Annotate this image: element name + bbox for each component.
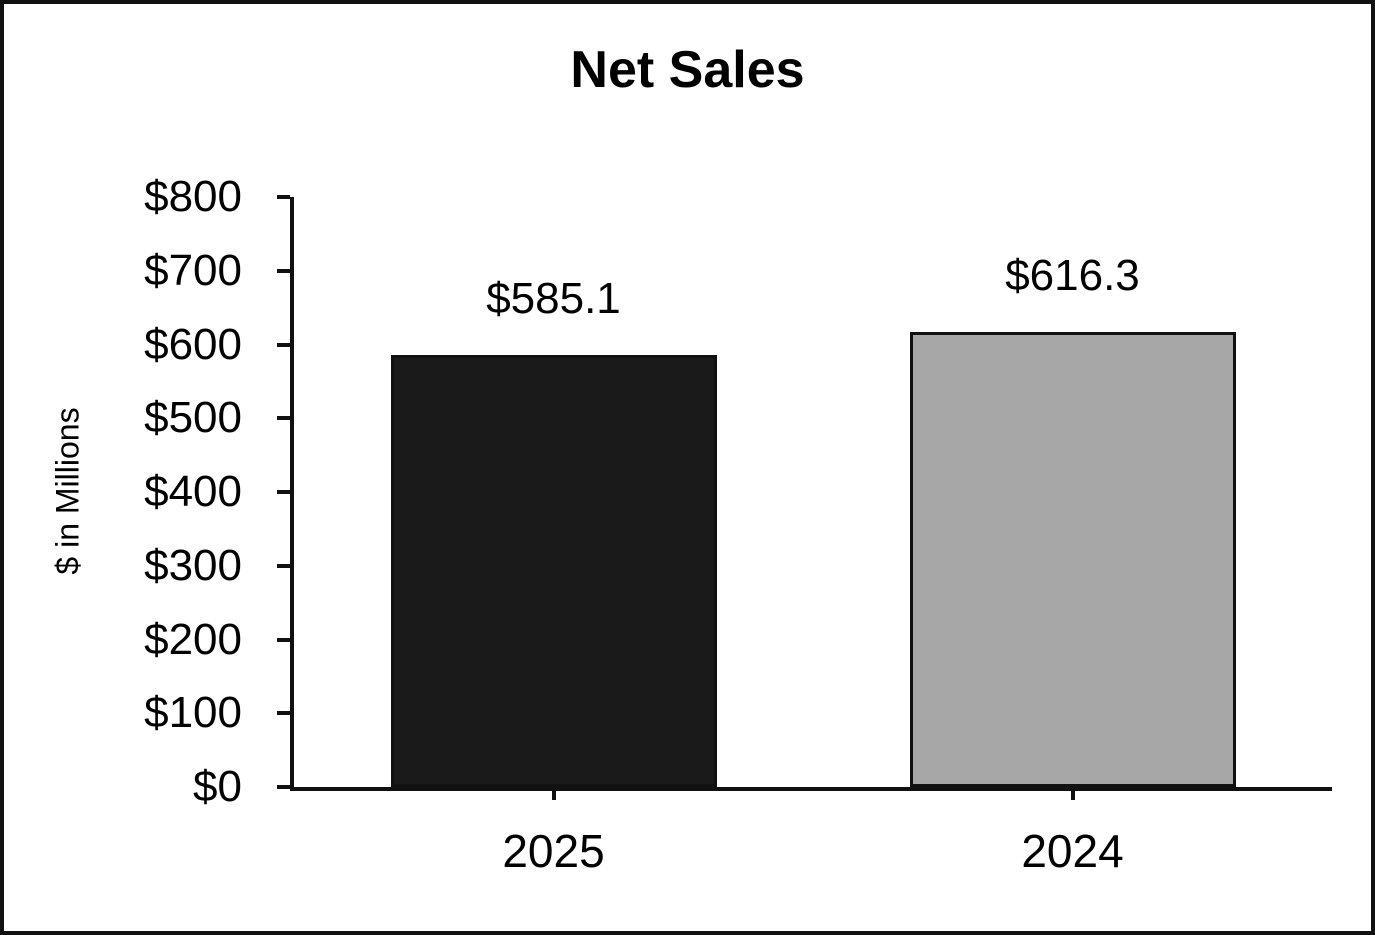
y-axis-tick	[277, 490, 290, 494]
bar-value-label: $616.3	[1005, 251, 1140, 301]
y-axis-tick-label: $800	[144, 172, 242, 221]
plot-area: $0 $100 $200 $300 $400 $500 $600 $700 $800 $585.1…	[144, 173, 1332, 875]
x-axis-category-label: 2024	[1021, 825, 1124, 877]
chart-title: Net Sales	[570, 41, 805, 99]
y-axis-tick	[277, 785, 290, 789]
bar-2024	[909, 332, 1236, 787]
y-axis-tick	[277, 195, 290, 199]
y-axis-tick-label: $700	[144, 245, 242, 295]
y-axis-tick	[277, 563, 290, 568]
y-axis-tick-label: $200	[144, 614, 242, 664]
y-axis-tick-label: $300	[144, 540, 242, 590]
y-axis-tick	[277, 268, 290, 273]
y-axis-tick	[277, 342, 290, 347]
y-axis-tick-label: $600	[144, 319, 242, 369]
y-axis-tick	[277, 416, 290, 421]
x-axis-category-label: 2025	[502, 825, 605, 877]
y-axis-tick	[277, 711, 290, 716]
x-axis-tick	[1070, 787, 1075, 800]
x-axis-tick	[551, 787, 556, 800]
y-axis-title: $ in Millions	[49, 407, 86, 575]
bar-2025	[390, 355, 717, 787]
y-axis-tick-label: $0	[193, 762, 242, 811]
y-axis-tick-label: $100	[144, 688, 242, 738]
y-axis-tick-label: $500	[144, 393, 242, 443]
bar-value-label: $585.1	[486, 274, 621, 324]
y-axis-tick	[277, 637, 290, 642]
y-axis-tick-label: $400	[144, 467, 242, 516]
